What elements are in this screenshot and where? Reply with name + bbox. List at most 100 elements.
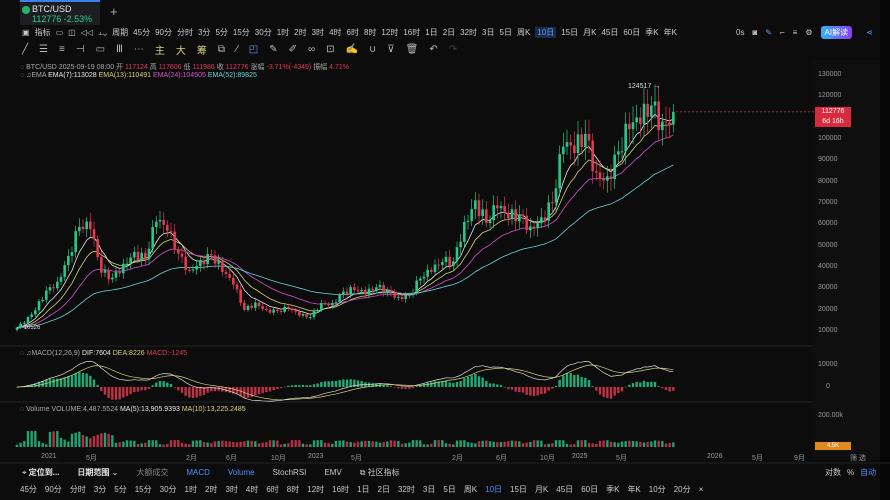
pen-icon[interactable]: ✎ xyxy=(269,44,278,55)
period-2日[interactable]: 2日 xyxy=(442,28,456,37)
period-45分[interactable]: 45分 xyxy=(133,28,151,37)
camera-icon[interactable]: ◙ xyxy=(752,28,758,37)
bottom-period-60日[interactable]: 60日 xyxy=(581,485,599,494)
filter-button[interactable]: 筛 选 xyxy=(850,455,866,462)
lock-icon[interactable]: ⊡ xyxy=(326,44,335,55)
period-月K[interactable]: 月K xyxy=(583,28,597,37)
bottom-period-15日[interactable]: 15日 xyxy=(510,485,527,494)
pencil-icon[interactable]: ✎ xyxy=(765,28,772,37)
brush-icon[interactable]: ✐ xyxy=(288,44,297,55)
bottom-period-分时[interactable]: 分时 xyxy=(69,485,86,494)
bottom-period-8时[interactable]: 8时 xyxy=(286,485,300,494)
auto-scale-toggle[interactable]: 自动 xyxy=(860,468,877,477)
date-range-button[interactable]: 日期范围 ⌄ xyxy=(77,468,119,477)
copy-icon[interactable]: ⧉ xyxy=(217,44,226,55)
period-5日[interactable]: 5日 xyxy=(499,28,512,37)
period-16时[interactable]: 16时 xyxy=(403,28,421,37)
note-icon[interactable]: ✍ xyxy=(345,44,358,55)
period-60日[interactable]: 60日 xyxy=(623,28,641,37)
bottom-period-45分[interactable]: 45分 xyxy=(20,485,37,494)
layout-icon[interactable]: ◫ xyxy=(68,28,76,37)
magnet-icon[interactable]: ∪ xyxy=(368,44,377,55)
rect-tool-icon[interactable]: ▭ xyxy=(95,44,106,55)
hline-tool-icon[interactable]: ⊣ xyxy=(75,44,85,55)
measure-icon[interactable]: ⁄ xyxy=(236,44,238,55)
period-90分[interactable]: 90分 xyxy=(155,28,172,37)
bottom-period-5分[interactable]: 5分 xyxy=(114,485,127,494)
redo-icon[interactable]: ↷ xyxy=(448,44,458,55)
collapse-icon[interactable]: ◌ xyxy=(20,350,25,357)
bottom-period-1时[interactable]: 1时 xyxy=(184,485,197,494)
chip-tool[interactable]: 筹 xyxy=(196,46,207,57)
fib-tool-icon[interactable]: Ⅲ xyxy=(116,44,123,55)
period-2时[interactable]: 2时 xyxy=(294,28,307,37)
ai-button[interactable]: AI解读 xyxy=(820,26,853,39)
collapse-icon[interactable]: ◌ xyxy=(20,64,25,71)
period-周K[interactable]: 周K xyxy=(516,28,531,37)
bell-icon[interactable]: ♫ xyxy=(26,350,32,357)
trash-icon[interactable]: 🗑 xyxy=(405,44,419,55)
indicator-macd[interactable]: MACD xyxy=(186,468,210,477)
period-15日[interactable]: 15日 xyxy=(561,28,579,37)
bottom-period-3时[interactable]: 3时 xyxy=(225,485,238,494)
bottom-period-12时[interactable]: 12时 xyxy=(307,485,325,494)
bottom-period-15分[interactable]: 15分 xyxy=(134,485,152,494)
indicator-stochrsi[interactable]: StochRSI xyxy=(272,468,307,477)
chart-icon[interactable]: ▣ xyxy=(22,28,30,37)
period-10日[interactable]: 10日 xyxy=(535,27,557,38)
period-6时[interactable]: 6时 xyxy=(346,28,359,37)
hlines-tool-icon[interactable]: ☰ xyxy=(39,44,48,55)
add-tab-button[interactable]: + xyxy=(110,4,118,19)
bottom-period-5日[interactable]: 5日 xyxy=(443,485,456,494)
bottom-period-16时[interactable]: 16时 xyxy=(332,485,350,494)
bottom-period-×[interactable]: × xyxy=(698,485,704,494)
bell-icon[interactable]: ♫ xyxy=(26,72,32,79)
period-5分[interactable]: 5分 xyxy=(215,28,228,37)
channel-tool-icon[interactable]: ≡ xyxy=(59,44,65,55)
bottom-period-2日[interactable]: 2日 xyxy=(377,485,390,494)
rewind-icon[interactable]: ◁◁ xyxy=(80,28,93,37)
period-8时[interactable]: 8时 xyxy=(363,28,377,37)
symbol-tab[interactable]: BTC/USD 112776 -2.53% xyxy=(20,0,100,25)
bottom-period-10分[interactable]: 10分 xyxy=(648,485,666,494)
period-年K[interactable]: 年K xyxy=(663,28,677,37)
period-1日[interactable]: 1日 xyxy=(425,28,438,37)
indicators-button[interactable]: 指标 xyxy=(34,28,51,37)
bottom-period-10日[interactable]: 10日 xyxy=(485,485,503,494)
bottom-period-6时[interactable]: 6时 xyxy=(266,485,279,494)
line-tool-icon[interactable]: ╱ xyxy=(22,44,29,55)
community-indicators-button[interactable]: ⧉ 社区指标 xyxy=(359,468,400,477)
bottom-period-30分[interactable]: 30分 xyxy=(159,485,177,494)
period-dropdown[interactable]: 周期 xyxy=(112,28,129,37)
period-30分[interactable]: 30分 xyxy=(254,28,272,37)
bottom-period-2时[interactable]: 2时 xyxy=(204,485,218,494)
bottom-period-90分[interactable]: 90分 xyxy=(44,485,62,494)
indicator-volume[interactable]: Volume xyxy=(227,468,255,477)
layers-icon[interactable]: ◰ xyxy=(248,44,259,55)
bottom-period-1日[interactable]: 1日 xyxy=(357,485,370,494)
bottom-period-32时[interactable]: 32时 xyxy=(397,485,415,494)
period-15分[interactable]: 15分 xyxy=(232,28,250,37)
settings-icon[interactable]: ⚙ xyxy=(805,28,813,37)
log-scale-toggle[interactable]: 对数 xyxy=(825,468,841,477)
bottom-period-45日[interactable]: 45日 xyxy=(556,485,574,494)
bottom-period-月K[interactable]: 月K xyxy=(534,485,549,494)
locate-button[interactable]: ⌖ 定位到... xyxy=(22,468,60,477)
bottom-period-周K[interactable]: 周K xyxy=(463,485,478,494)
bottom-period-3分[interactable]: 3分 xyxy=(93,485,107,494)
collapse-icon[interactable]: ◌ xyxy=(20,72,25,79)
bottom-period-20分[interactable]: 20分 xyxy=(673,485,691,494)
undo-icon[interactable]: ↶ xyxy=(429,44,438,55)
big-trades-button[interactable]: 大额成交 xyxy=(136,468,169,477)
period-3时[interactable]: 3时 xyxy=(311,28,325,37)
link-icon[interactable]: ∞ xyxy=(307,44,316,55)
period-季K[interactable]: 季K xyxy=(645,28,659,37)
bottom-period-季K[interactable]: 季K xyxy=(606,485,620,494)
collapse-icon[interactable]: ◌ xyxy=(20,406,25,413)
main-force-tool[interactable]: 主 xyxy=(154,46,165,57)
menu-icon[interactable]: ≡ xyxy=(792,28,798,37)
filter-icon[interactable]: ⊽ xyxy=(387,44,395,55)
chart-type-icon[interactable]: ⫠⌄ xyxy=(98,27,108,37)
period-4时[interactable]: 4时 xyxy=(329,28,342,37)
